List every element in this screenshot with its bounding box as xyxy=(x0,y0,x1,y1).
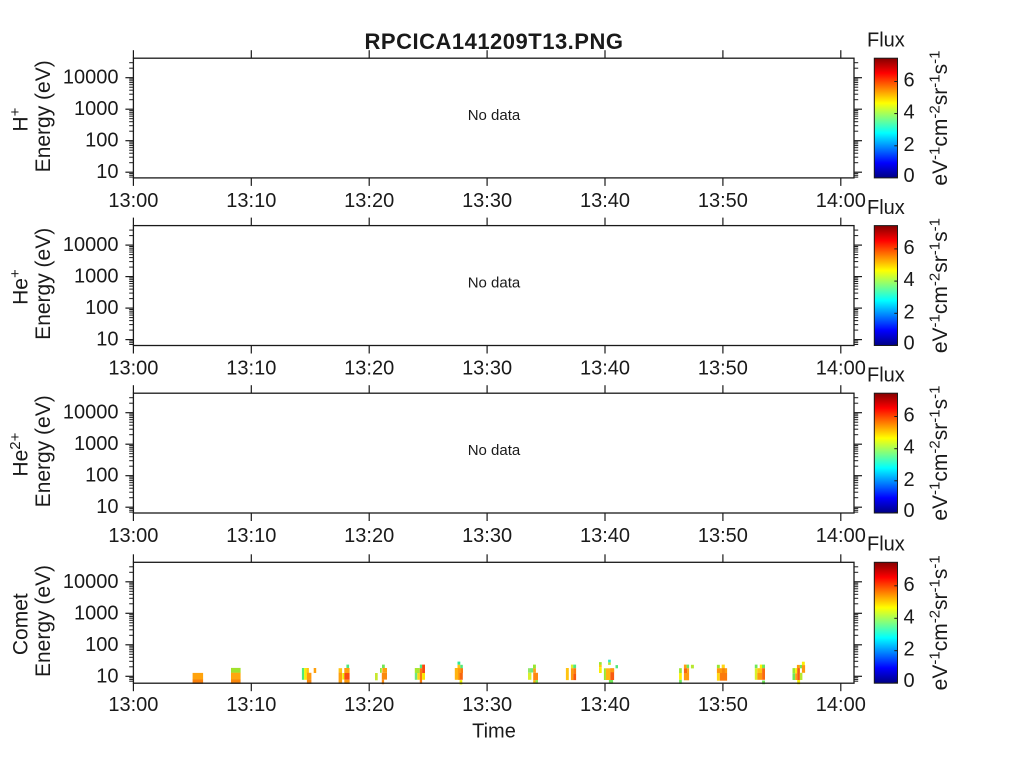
svg-text:4: 4 xyxy=(904,437,915,459)
svg-text:No data: No data xyxy=(468,442,521,459)
svg-text:6: 6 xyxy=(904,405,915,427)
svg-text:2: 2 xyxy=(904,134,915,156)
svg-text:No data: No data xyxy=(468,107,521,124)
svg-text:13:30: 13:30 xyxy=(462,190,512,212)
svg-text:1000: 1000 xyxy=(74,433,119,455)
svg-text:13:10: 13:10 xyxy=(226,525,276,547)
svg-text:Flux: Flux xyxy=(867,364,905,386)
svg-text:13:50: 13:50 xyxy=(698,525,748,547)
svg-text:6: 6 xyxy=(904,574,915,596)
svg-text:0: 0 xyxy=(904,500,915,522)
svg-text:100: 100 xyxy=(85,130,118,152)
svg-text:13:30: 13:30 xyxy=(462,694,512,716)
svg-text:13:40: 13:40 xyxy=(580,190,630,212)
svg-text:13:50: 13:50 xyxy=(698,358,748,380)
svg-text:10000: 10000 xyxy=(63,571,119,593)
svg-text:13:20: 13:20 xyxy=(344,694,394,716)
svg-text:13:00: 13:00 xyxy=(108,190,158,212)
svg-text:Energy (eV): Energy (eV) xyxy=(32,228,55,340)
svg-text:13:40: 13:40 xyxy=(580,694,630,716)
svg-text:13:50: 13:50 xyxy=(698,190,748,212)
svg-text:0: 0 xyxy=(904,670,915,692)
svg-text:Energy (eV): Energy (eV) xyxy=(32,395,55,507)
svg-text:Time: Time xyxy=(472,721,516,743)
svg-text:0: 0 xyxy=(904,165,915,187)
svg-text:RPCICA141209T13.PNG: RPCICA141209T13.PNG xyxy=(365,29,624,54)
svg-text:13:40: 13:40 xyxy=(580,358,630,380)
svg-text:1000: 1000 xyxy=(74,98,119,120)
svg-text:13:00: 13:00 xyxy=(108,358,158,380)
svg-text:4: 4 xyxy=(904,102,915,124)
svg-text:13:30: 13:30 xyxy=(462,525,512,547)
svg-text:Flux: Flux xyxy=(867,29,905,51)
svg-text:Flux: Flux xyxy=(867,197,905,219)
svg-text:14:00: 14:00 xyxy=(816,358,866,380)
svg-text:100: 100 xyxy=(85,634,118,656)
svg-text:10: 10 xyxy=(96,665,118,687)
svg-text:13:10: 13:10 xyxy=(226,694,276,716)
svg-text:100: 100 xyxy=(85,297,118,319)
svg-text:13:30: 13:30 xyxy=(462,358,512,380)
svg-text:4: 4 xyxy=(904,606,915,628)
svg-text:2: 2 xyxy=(904,639,915,661)
svg-text:14:00: 14:00 xyxy=(816,694,866,716)
svg-text:eV-1cm-2sr-1s-1: eV-1cm-2sr-1s-1 xyxy=(927,51,953,186)
svg-text:6: 6 xyxy=(904,237,915,259)
svg-text:eV-1cm-2sr-1s-1: eV-1cm-2sr-1s-1 xyxy=(927,386,953,521)
svg-text:13:20: 13:20 xyxy=(344,358,394,380)
svg-text:100: 100 xyxy=(85,465,118,487)
svg-text:1000: 1000 xyxy=(74,602,119,624)
svg-text:13:50: 13:50 xyxy=(698,694,748,716)
svg-text:0: 0 xyxy=(904,333,915,355)
svg-text:1000: 1000 xyxy=(74,266,119,288)
svg-text:13:00: 13:00 xyxy=(108,694,158,716)
svg-text:10000: 10000 xyxy=(63,234,119,256)
svg-text:2: 2 xyxy=(904,301,915,323)
svg-text:13:40: 13:40 xyxy=(580,525,630,547)
svg-text:4: 4 xyxy=(904,269,915,291)
svg-text:14:00: 14:00 xyxy=(816,190,866,212)
svg-text:13:20: 13:20 xyxy=(344,525,394,547)
svg-text:10000: 10000 xyxy=(63,402,119,424)
svg-text:13:10: 13:10 xyxy=(226,190,276,212)
svg-text:Comet: Comet xyxy=(10,593,33,655)
svg-text:10: 10 xyxy=(96,496,118,518)
svg-text:Energy (eV): Energy (eV) xyxy=(32,565,55,677)
svg-text:Flux: Flux xyxy=(867,534,905,556)
svg-text:14:00: 14:00 xyxy=(816,525,866,547)
svg-text:6: 6 xyxy=(904,70,915,92)
svg-text:13:00: 13:00 xyxy=(108,525,158,547)
svg-text:10: 10 xyxy=(96,161,118,183)
svg-text:13:10: 13:10 xyxy=(226,358,276,380)
svg-text:13:20: 13:20 xyxy=(344,190,394,212)
svg-text:No data: No data xyxy=(468,275,521,292)
svg-text:10: 10 xyxy=(96,329,118,351)
svg-text:Energy (eV): Energy (eV) xyxy=(32,60,55,172)
svg-text:10000: 10000 xyxy=(63,67,119,89)
svg-text:2: 2 xyxy=(904,469,915,491)
